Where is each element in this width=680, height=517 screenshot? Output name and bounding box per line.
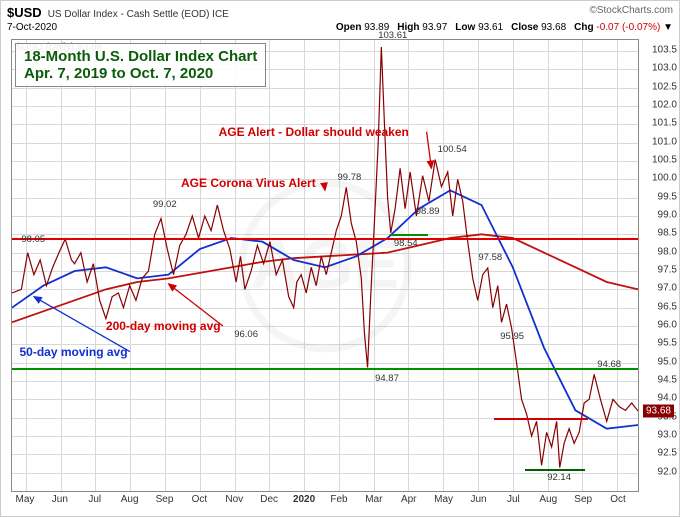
x-tick: Sep xyxy=(156,494,174,505)
annotation-label: 50-day moving avg xyxy=(20,345,128,359)
y-tick: 96.5 xyxy=(658,301,677,312)
y-tick: 102.5 xyxy=(652,81,677,92)
x-tick: Aug xyxy=(121,494,139,505)
x-tick: Mar xyxy=(365,494,382,505)
attribution: ©StockCharts.com xyxy=(589,5,673,16)
y-tick: 98.0 xyxy=(658,246,677,257)
y-tick: 103.5 xyxy=(652,45,677,56)
y-tick: 99.0 xyxy=(658,210,677,221)
x-tick: May xyxy=(16,494,35,505)
x-tick: Jun xyxy=(470,494,486,505)
annotation-label: AGE Corona Virus Alert xyxy=(181,176,316,190)
price-label: 97.58 xyxy=(478,252,502,263)
y-tick: 100.5 xyxy=(652,155,677,166)
x-tick: 2020 xyxy=(293,494,315,505)
y-tick: 92.0 xyxy=(658,466,677,477)
reference-line xyxy=(12,368,638,370)
price-label: 103.61 xyxy=(378,30,407,41)
marker-line xyxy=(391,234,429,236)
x-tick: Jul xyxy=(88,494,101,505)
last-price-box: 93.68 xyxy=(643,405,674,418)
x-tick: Apr xyxy=(401,494,417,505)
x-tick: Jun xyxy=(52,494,68,505)
x-tick: Feb xyxy=(330,494,347,505)
x-axis: May Jun Jul Aug Sep Oct Nov Dec 2020 Feb Mar Apr May… xyxy=(11,494,639,512)
y-tick: 98.5 xyxy=(658,228,677,239)
marker-line xyxy=(525,469,584,471)
y-tick: 102.0 xyxy=(652,100,677,111)
price-label: 95.95 xyxy=(500,331,524,342)
chart-container: $USD US Dollar Index - Cash Settle (EOD)… xyxy=(0,0,680,517)
price-label: 98.54 xyxy=(394,238,418,249)
x-tick: Dec xyxy=(260,494,278,505)
x-tick: May xyxy=(434,494,453,505)
y-tick: 99.5 xyxy=(658,191,677,202)
y-tick: 94.0 xyxy=(658,393,677,404)
y-tick: 95.5 xyxy=(658,338,677,349)
y-axis: 92.092.593.093.594.094.595.095.596.096.5… xyxy=(641,39,679,492)
x-tick: Oct xyxy=(610,494,626,505)
y-tick: 103.0 xyxy=(652,63,677,74)
y-tick: 97.5 xyxy=(658,265,677,276)
price-label: 98.89 xyxy=(416,206,440,217)
chart-title-line1: 18-Month U.S. Dollar Index Chart xyxy=(24,48,257,65)
y-tick: 101.0 xyxy=(652,136,677,147)
price-label: 94.68 xyxy=(597,359,621,370)
x-tick: Jul xyxy=(507,494,520,505)
marker-line xyxy=(494,418,588,420)
annotation-label: AGE Alert - Dollar should weaken xyxy=(219,125,409,139)
chart-title-line2: Apr. 7, 2019 to Oct. 7, 2020 xyxy=(24,65,257,82)
y-tick: 94.5 xyxy=(658,375,677,386)
y-tick: 93.0 xyxy=(658,430,677,441)
price-label: 99.78 xyxy=(338,172,362,183)
chart-subheader: 7-Oct-2020 Open 93.89 High 93.97 Low 93.… xyxy=(1,22,679,36)
y-tick: 101.5 xyxy=(652,118,677,129)
y-tick: 100.0 xyxy=(652,173,677,184)
x-tick: Aug xyxy=(539,494,557,505)
x-tick: Oct xyxy=(192,494,208,505)
y-tick: 96.0 xyxy=(658,320,677,331)
price-label: 96.06 xyxy=(234,329,258,340)
price-label: 100.54 xyxy=(438,144,467,155)
chart-date: 7-Oct-2020 xyxy=(7,22,57,33)
y-tick: 95.0 xyxy=(658,356,677,367)
symbol: $USD xyxy=(7,5,42,20)
price-label: 98.05 xyxy=(21,234,45,245)
reference-line xyxy=(12,238,638,240)
annotation-label: 200-day moving avg xyxy=(106,319,221,333)
plot-area: $USD (Daily) 93.68 AGE 93.68 98.0599.029… xyxy=(11,39,639,492)
y-tick: 97.0 xyxy=(658,283,677,294)
price-label: 99.02 xyxy=(153,199,177,210)
x-tick: Nov xyxy=(225,494,243,505)
x-tick: Sep xyxy=(574,494,592,505)
line-layer xyxy=(12,40,638,491)
price-label: 92.14 xyxy=(547,472,571,483)
y-tick: 92.5 xyxy=(658,448,677,459)
chart-header: $USD US Dollar Index - Cash Settle (EOD)… xyxy=(1,1,679,22)
chart-title-box: 18-Month U.S. Dollar Index Chart Apr. 7,… xyxy=(15,43,266,87)
symbol-description: US Dollar Index - Cash Settle (EOD) ICE xyxy=(48,9,229,20)
price-label: 94.87 xyxy=(375,373,399,384)
